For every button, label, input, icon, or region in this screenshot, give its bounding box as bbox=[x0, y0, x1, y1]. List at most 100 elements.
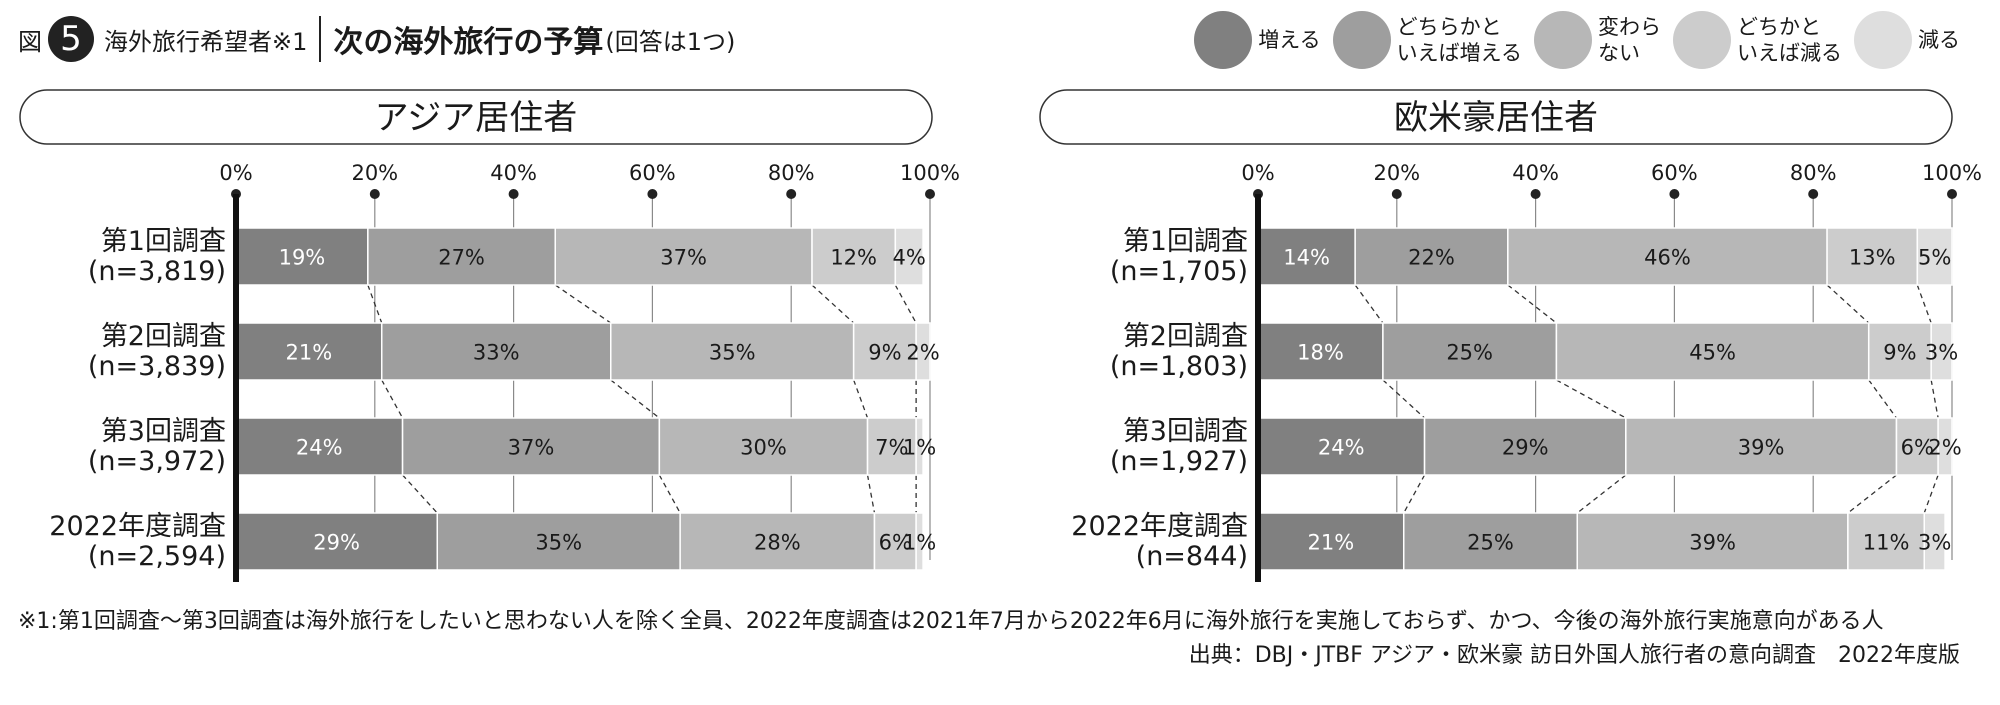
bar-segment bbox=[554, 227, 813, 286]
category-label: 第3回調査 bbox=[1123, 416, 1248, 447]
x-tick-label: 60% bbox=[629, 161, 676, 185]
connector-line bbox=[381, 379, 404, 419]
bar-segment bbox=[915, 322, 931, 381]
bar-segment bbox=[1257, 322, 1384, 381]
bar-value-label: 24% bbox=[1318, 436, 1365, 460]
connector-line bbox=[1923, 474, 1939, 514]
connector-line bbox=[1868, 379, 1898, 419]
tick-marker bbox=[1530, 189, 1541, 199]
connector-line bbox=[1382, 379, 1425, 419]
x-tick-label: 40% bbox=[1512, 161, 1559, 185]
bar-segment bbox=[866, 417, 917, 476]
legend-label: 減る bbox=[1918, 28, 1960, 52]
legend-label: 増える bbox=[1258, 28, 1321, 52]
bar-value-label: 3% bbox=[1918, 531, 1951, 555]
bar-segment bbox=[1923, 512, 1946, 571]
tick-marker bbox=[1669, 189, 1680, 199]
bar-value-label: 29% bbox=[1502, 436, 1549, 460]
bar-value-label: 35% bbox=[709, 341, 756, 365]
tick-marker bbox=[925, 189, 935, 199]
tick-marker bbox=[786, 189, 797, 199]
figure-number-badge: 5 bbox=[48, 16, 94, 62]
legend-item: 変わら ない bbox=[1534, 11, 1661, 69]
category-label: 第2回調査 bbox=[1123, 321, 1248, 352]
bar-value-label: 24% bbox=[296, 436, 343, 460]
bar-value-label: 2% bbox=[1928, 436, 1961, 460]
legend-item: 増える bbox=[1194, 11, 1321, 69]
legend-swatch bbox=[1332, 11, 1391, 69]
footnote: ※1:第1回調査〜第3回調査は海外旅行をしたいと思わない人を除く全員、2022年… bbox=[18, 609, 1884, 634]
bar-segment bbox=[401, 417, 661, 476]
bar-value-label: 21% bbox=[286, 341, 333, 365]
stacked-bar-charts: アジア居住者 0% 20% 40% 60% 80% 100% 19% 27% 37% 12% 4% 第1… bbox=[19, 89, 1982, 582]
x-tick-label: 80% bbox=[768, 161, 815, 185]
legend-label: 変わら ない bbox=[1598, 15, 1661, 65]
bar-segment bbox=[1354, 227, 1509, 286]
bar-value-label: 37% bbox=[508, 436, 555, 460]
connector-line bbox=[402, 474, 438, 514]
connector-line bbox=[1826, 284, 1870, 324]
bar-segment bbox=[915, 512, 924, 571]
tick-marker bbox=[647, 189, 658, 199]
bar-value-label: 5% bbox=[1918, 246, 1951, 270]
bar-value-label: 35% bbox=[535, 531, 582, 555]
bar-value-label: 30% bbox=[740, 436, 787, 460]
bar-segment bbox=[1625, 417, 1898, 476]
bar-value-label: 25% bbox=[1446, 341, 1493, 365]
bar-value-label: 39% bbox=[1689, 531, 1736, 555]
x-tick-label: 100% bbox=[900, 161, 960, 185]
legend-item: 減る bbox=[1854, 11, 1960, 69]
x-tick-label: 20% bbox=[351, 161, 398, 185]
connector-line bbox=[1354, 284, 1384, 324]
bar-segment bbox=[915, 417, 924, 476]
bar-segment bbox=[1937, 417, 1953, 476]
category-sample-size: (n=1,705) bbox=[1110, 256, 1248, 287]
x-tick-label: 100% bbox=[1922, 161, 1982, 185]
bar-value-label: 18% bbox=[1297, 341, 1344, 365]
bar-segment bbox=[1847, 512, 1925, 571]
bar-value-label: 19% bbox=[279, 246, 326, 270]
x-tick-label: 60% bbox=[1651, 161, 1698, 185]
connector-line bbox=[853, 379, 869, 419]
connector-line bbox=[894, 284, 917, 324]
bar-value-label: 45% bbox=[1689, 341, 1736, 365]
bar-segment bbox=[1826, 227, 1919, 286]
bar-segment bbox=[894, 227, 924, 286]
connector-line bbox=[658, 474, 681, 514]
bar-segment bbox=[235, 417, 404, 476]
category-sample-size: (n=3,839) bbox=[88, 351, 226, 382]
bar-value-label: 14% bbox=[1283, 246, 1330, 270]
tick-marker bbox=[508, 189, 519, 199]
bar-value-label: 33% bbox=[473, 341, 520, 365]
connector-line bbox=[1847, 474, 1897, 514]
category-sample-size: (n=844) bbox=[1136, 541, 1248, 572]
connector-line bbox=[1403, 474, 1426, 514]
bar-segment bbox=[1257, 417, 1426, 476]
panel-title-frame bbox=[1039, 89, 1953, 145]
figure-title: 次の海外旅行の予算 bbox=[333, 25, 604, 60]
bar-value-label: 7% bbox=[875, 436, 908, 460]
bar-segment bbox=[811, 227, 897, 286]
legend-swatch bbox=[1854, 11, 1912, 69]
category-label: 第2回調査 bbox=[101, 321, 226, 352]
connector-line bbox=[610, 379, 660, 419]
source-note: 出典：DBJ・JTBF アジア・欧米豪 訪日外国人旅行者の意向調査 2022年度… bbox=[1188, 643, 1960, 668]
panel-title: 欧米豪居住者 bbox=[1394, 98, 1598, 138]
connector-line bbox=[866, 474, 876, 514]
tick-marker bbox=[1947, 189, 1957, 199]
bar-segment bbox=[1930, 322, 1953, 381]
category-sample-size: (n=1,927) bbox=[1110, 446, 1248, 477]
bar-segment bbox=[1576, 512, 1849, 571]
connector-line bbox=[1576, 474, 1627, 514]
figure-title-note: (回答は1つ) bbox=[605, 27, 736, 56]
bar-segment bbox=[852, 322, 917, 381]
bar-value-label: 39% bbox=[1738, 436, 1785, 460]
connector-line bbox=[1930, 379, 1939, 419]
x-tick-label: 80% bbox=[1790, 161, 1837, 185]
x-tick-label: 20% bbox=[1373, 161, 1420, 185]
category-sample-size: (n=3,972) bbox=[88, 446, 226, 477]
bar-value-label: 46% bbox=[1644, 246, 1691, 270]
figure-subject: 海外旅行希望者※1 bbox=[104, 27, 308, 56]
category-sample-size: (n=1,803) bbox=[1110, 351, 1248, 382]
connector-line bbox=[1507, 284, 1557, 324]
